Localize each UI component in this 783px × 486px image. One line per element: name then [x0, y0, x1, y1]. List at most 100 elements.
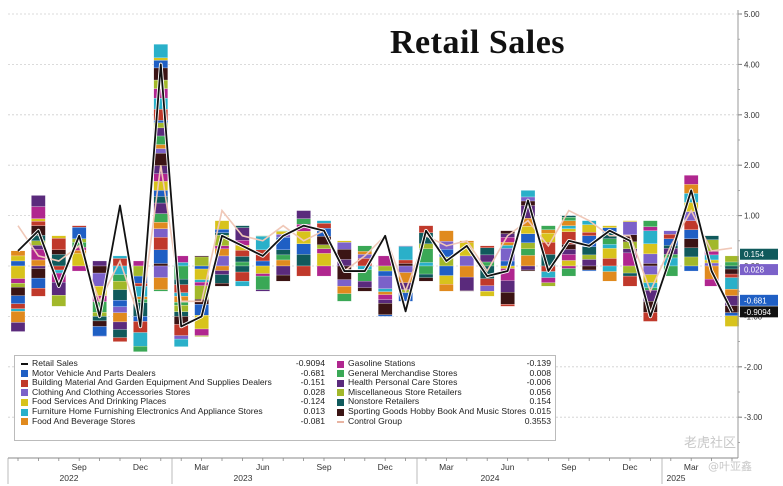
x-month-label: Mar — [194, 462, 209, 472]
bar-segment — [480, 285, 495, 292]
bar-segment — [10, 287, 26, 296]
bar-segment — [602, 271, 617, 282]
bar-segment — [316, 244, 332, 249]
bar-segment — [153, 222, 168, 229]
bar-segment — [92, 260, 107, 267]
y-tick-label: 1.00 — [744, 212, 760, 221]
bar-segment — [418, 262, 434, 267]
bar-segment — [153, 289, 168, 292]
legend-value: -0.081 — [300, 415, 325, 426]
bar-segment — [602, 238, 617, 245]
legend-label: Control Group — [348, 415, 402, 426]
bar-segment — [10, 303, 26, 309]
bar-segment — [153, 152, 168, 166]
bar-segment — [276, 254, 291, 261]
x-month-label: Sep — [561, 462, 576, 472]
bar-segment — [214, 265, 230, 271]
bar-segment — [480, 278, 495, 286]
bar-segment — [112, 300, 128, 307]
legend-item: Food Services And Drinking Places -0.124 — [21, 396, 325, 407]
bar-segment — [316, 223, 332, 229]
bar-segment — [153, 249, 168, 264]
legend-label: Retail Sales — [32, 358, 78, 368]
watermark-author: @叶亚鑫 — [708, 460, 752, 473]
bar-segment — [214, 283, 230, 287]
bar-segment — [439, 284, 454, 292]
legend-swatch — [21, 370, 28, 378]
series-lines — [16, 62, 734, 329]
bar-segment — [378, 314, 393, 317]
bar-segment — [561, 260, 576, 267]
legend-value: 0.015 — [529, 405, 551, 416]
legend-value: 0.013 — [303, 405, 325, 416]
bar-segment — [541, 282, 556, 287]
legend-value: -0.151 — [300, 377, 325, 388]
bar-segment — [724, 255, 740, 263]
legend-swatch — [21, 408, 28, 416]
x-month-label: Sep — [316, 462, 331, 472]
legend-label: Food Services And Drinking Places — [32, 396, 167, 407]
bar-segment — [378, 275, 393, 289]
bar-segment — [31, 268, 46, 279]
bar-segment — [255, 275, 270, 290]
bar-segment — [296, 218, 311, 225]
value-badge-label: -0.681 — [744, 296, 767, 305]
legend-label: Motor Vehicle And Parts Dealers — [32, 367, 156, 378]
x-month-label: Mar — [439, 462, 454, 472]
legend-value: -0.124 — [300, 396, 325, 407]
bar-segment — [724, 261, 740, 267]
bar-segment — [153, 265, 168, 278]
legend-value: -0.9094 — [295, 358, 325, 368]
bar-segment — [418, 273, 434, 278]
bar-segment — [459, 276, 474, 291]
bar-segment — [622, 275, 638, 287]
y-tick-label: 3.00 — [744, 111, 760, 120]
x-year-label: 2023 — [234, 473, 253, 483]
bar-segment — [582, 269, 597, 272]
bar-segment — [112, 255, 128, 259]
bar-segment — [112, 312, 128, 323]
bar-segment — [561, 225, 576, 229]
bar-segment — [684, 238, 699, 248]
bar-segment — [92, 265, 107, 274]
bar-segment — [684, 256, 699, 267]
legend-value: 0.028 — [303, 386, 325, 397]
bar-segment — [561, 265, 576, 269]
bar-segment — [255, 260, 270, 267]
bar-segment — [663, 265, 678, 277]
watermark-brand: 老虎社区 — [684, 436, 737, 451]
bar-segment — [459, 265, 474, 278]
y-tick-label: -3.00 — [744, 413, 763, 422]
bar-segment — [153, 277, 168, 290]
bar-segment — [480, 291, 495, 297]
bar-segment — [724, 315, 740, 327]
legend-swatch — [21, 363, 28, 365]
bar-segment — [398, 259, 413, 264]
legend-item: Building Material And Garden Equipment A… — [21, 377, 325, 388]
legend-item: Miscellaneous Store Retailers 0.056 — [337, 387, 551, 398]
legend-value: -0.681 — [300, 367, 325, 378]
bar-segment — [337, 240, 352, 243]
bar-segment — [378, 303, 393, 316]
bar-segment — [480, 254, 495, 263]
bar-segment — [316, 220, 332, 224]
bar-segment — [622, 265, 638, 274]
bar-segment — [541, 225, 556, 230]
bar-segment — [10, 322, 26, 332]
bar-segment — [622, 221, 638, 235]
bar-segment — [643, 253, 658, 264]
bar-segment — [724, 273, 740, 278]
bar-segment — [174, 338, 189, 347]
y-axis: 5.004.003.002.001.000.00-1.00-2.00-3.00 — [737, 10, 763, 458]
x-year-label: 2022 — [60, 473, 79, 483]
bar-segment — [112, 289, 128, 301]
legend-label: Building Material And Garden Equipment A… — [32, 377, 272, 388]
bar-segment — [418, 265, 434, 275]
bar-segment — [398, 245, 413, 247]
bar-segment — [235, 280, 250, 287]
value-badge — [740, 294, 778, 306]
bar-segment — [174, 292, 189, 297]
bar-segment — [174, 335, 189, 340]
bar-segment — [112, 280, 128, 290]
bar-segment — [51, 295, 66, 307]
